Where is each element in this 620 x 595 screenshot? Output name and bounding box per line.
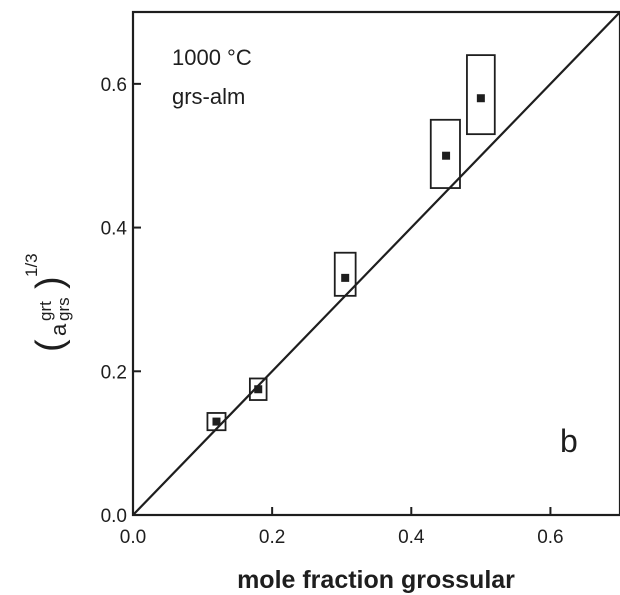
y-axis-title-paren-left: ( [29, 339, 71, 352]
y-axis-title-paren-right: ) [29, 276, 71, 289]
y-axis-title-base: a [46, 323, 71, 336]
y-tick-label: 0.4 [101, 219, 128, 240]
error-box [248, 377, 268, 401]
x-axis-ticks: 0.0 0.2 0.4 0.6 [120, 507, 564, 548]
x-tick-label: 0.0 [120, 527, 146, 548]
panel-label: b [560, 423, 578, 459]
y-tick-label: 0.6 [101, 75, 127, 96]
plot-frame [131, 10, 620, 517]
y-tick-label: 0.0 [101, 506, 127, 527]
x-tick-label: 0.6 [537, 527, 563, 548]
data-point [254, 385, 263, 394]
y-tick-label: 0.2 [101, 362, 127, 383]
y-axis-title: ( a grt grs ) 1/3 [22, 253, 73, 352]
reference-line [132, 11, 620, 516]
y-axis-title-superscript: grt [36, 301, 55, 321]
x-tick-label: 0.2 [259, 527, 285, 548]
error-box [333, 251, 357, 297]
annotation-system: grs-alm [172, 84, 245, 109]
data-point [341, 273, 350, 282]
data-point [212, 417, 221, 426]
error-box [466, 54, 496, 136]
y-axis-ticks: 0.0 0.2 0.4 0.6 [101, 75, 141, 527]
data-point [442, 151, 451, 160]
x-tick-label: 0.4 [398, 527, 425, 548]
reference-line-group [132, 11, 620, 516]
error-box [429, 118, 461, 189]
y-axis-title-exponent: 1/3 [22, 253, 41, 277]
x-axis-title: mole fraction grossular [237, 566, 515, 594]
y-axis-title-subscript: grs [54, 297, 73, 321]
data-points [206, 54, 496, 432]
error-box [206, 412, 227, 432]
annotation-temperature: 1000 °C [172, 45, 252, 70]
data-point [476, 94, 485, 103]
